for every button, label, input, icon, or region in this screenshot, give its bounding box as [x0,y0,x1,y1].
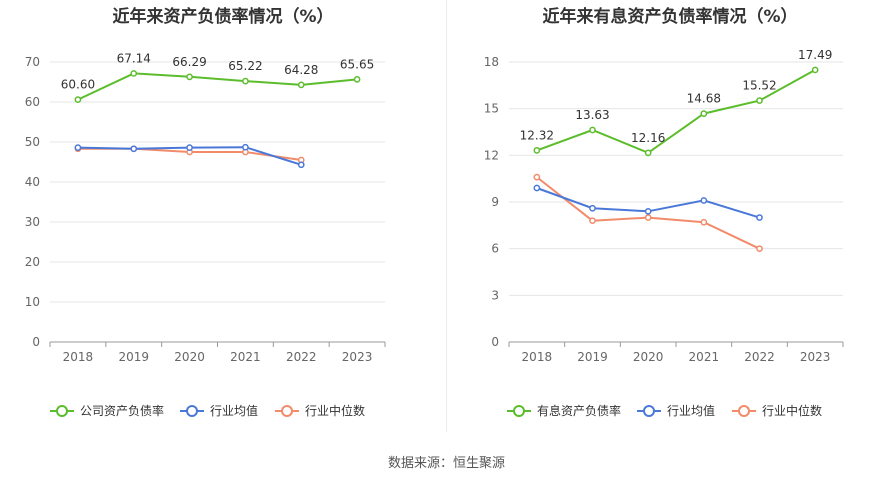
x-tick-label: 2020 [633,350,664,364]
chart-debt-ratio: 0 10 20 30 40 50 60 70 2018 2019 2020 2021 2022 2023 6… [25,51,386,418]
x-tick-label: 2019 [118,350,149,364]
y-tick-label: 30 [25,215,40,229]
data-point [756,214,763,221]
chart-interest-bearing-debt-ratio: 0 3 6 9 12 15 18 2018 2019 2020 2021 2022 2023 12.32 1… [484,48,844,418]
data-point [533,173,541,181]
data-source-note: 数据来源：恒生聚源 [387,456,505,471]
data-point [644,149,652,157]
x-tick-label: 2021 [230,350,261,364]
data-point [130,70,138,77]
data-point [700,197,708,204]
legend-label: 公司资产负债率 [80,403,164,418]
y-tick-label: 60 [25,95,40,109]
data-label: 64.28 [284,63,318,77]
data-label: 14.68 [687,92,721,106]
x-tick-label: 2020 [174,350,205,364]
legend-item: 公司资产负债率 [50,403,164,418]
x-tick-label: 2021 [689,350,720,364]
data-label: 12.16 [631,131,665,145]
data-label: 67.14 [117,51,151,65]
data-point [130,145,138,153]
y-tick-label: 50 [25,135,40,149]
data-point [644,207,652,215]
data-point [533,147,541,154]
chart-panel-debt-ratio: 近年来资产负债率情况（%） 0 10 20 30 40 50 60 70 2018 2019 202… [0,0,446,440]
chart-title: 近年来有息资产负债率情况（%） [542,7,798,27]
data-point [242,143,249,151]
data-point [74,144,82,151]
data-label: 65.22 [228,59,262,73]
chart-panel-interest-bearing-debt-ratio: 近年来有息资产负债率情况（%） 0 3 6 9 12 15 18 2018 2019 2020 20… [447,0,893,440]
legend-label: 行业中位数 [305,403,365,418]
data-point [644,214,652,221]
x-tick-label: 2023 [800,350,831,364]
data-point [74,96,82,103]
legend-marker-icon [738,405,750,417]
data-point [589,204,596,212]
data-point [297,81,305,89]
data-label: 12.32 [520,128,554,142]
legend-marker-icon [513,405,525,417]
data-label: 65.65 [340,57,374,71]
legend-item: 行业均值 [637,403,715,418]
x-tick-label: 2022 [744,350,775,364]
series-line-main [77,72,358,101]
y-tick-label: 0 [491,335,499,349]
y-tick-label: 40 [25,175,40,189]
data-point [242,77,249,85]
x-tick-label: 2019 [577,350,608,364]
y-tick-label: 12 [484,148,499,162]
legend-item: 有息资产负债率 [507,403,621,418]
legend-label: 行业均值 [210,403,258,418]
data-label: 17.49 [798,48,832,62]
x-tick-label: 2022 [286,350,317,364]
data-point [533,184,541,192]
legend-item: 行业均值 [180,403,258,418]
y-tick-label: 20 [25,255,40,269]
legend-marker-icon [643,405,655,417]
y-tick-label: 70 [25,55,40,69]
legend-marker-icon [186,405,198,417]
data-label: 15.52 [742,79,776,93]
data-point [756,245,763,253]
data-point [589,126,596,134]
y-tick-label: 18 [484,55,499,69]
data-point [186,73,193,81]
y-tick-label: 3 [491,288,499,302]
y-tick-label: 10 [25,295,40,309]
y-tick-label: 6 [491,242,499,256]
data-point [353,76,361,83]
x-tick-label: 2018 [522,350,553,364]
panel-divider [446,0,447,432]
data-point [811,66,819,74]
legend-item: 行业中位数 [732,403,822,418]
data-label: 66.29 [172,55,206,69]
legend-item: 行业中位数 [275,403,365,418]
data-point [700,218,708,226]
y-tick-label: 0 [32,335,40,349]
data-point [700,110,708,117]
x-tick-label: 2018 [63,350,94,364]
data-point [186,144,193,151]
data-label: 13.63 [575,108,609,122]
data-point [756,97,763,104]
x-tick-label: 2023 [342,350,373,364]
legend-marker-icon [56,405,68,417]
series-line-main [536,69,816,154]
chart-title: 近年来资产负债率情况（%） [112,7,334,27]
data-point [589,217,596,225]
legend-marker-icon [281,405,293,417]
data-label: 60.60 [61,78,95,92]
legend-label: 行业中位数 [762,403,822,418]
y-tick-label: 15 [484,102,499,116]
legend-label: 行业均值 [667,403,715,418]
y-tick-label: 9 [491,195,499,209]
data-point [297,161,305,169]
legend-label: 有息资产负债率 [537,403,621,418]
